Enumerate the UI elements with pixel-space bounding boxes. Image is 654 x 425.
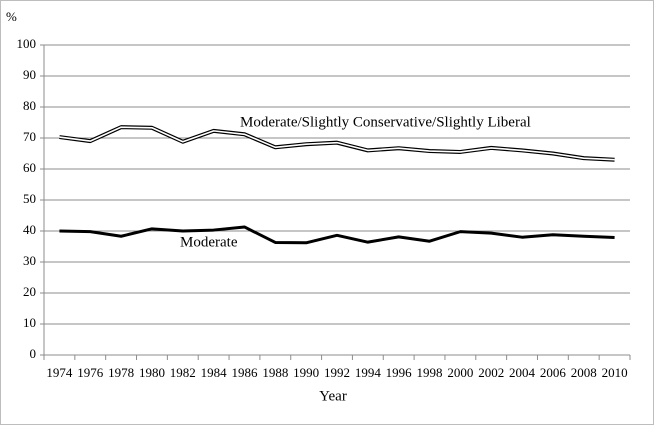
- series-line: [59, 225, 615, 245]
- x-tick-label: 1988: [262, 365, 288, 380]
- x-tick-label: 2000: [447, 365, 473, 380]
- x-tick-label: 1986: [231, 365, 258, 380]
- x-tick-label: 1994: [355, 365, 382, 380]
- y-tick-label: 20: [23, 284, 36, 299]
- x-tick-label: 1982: [170, 365, 196, 380]
- series-label: Moderate: [180, 234, 238, 250]
- x-tick-label: 1978: [108, 365, 134, 380]
- y-tick-label: 50: [23, 191, 36, 206]
- x-tick-label: 2010: [602, 365, 628, 380]
- y-tick-label: 100: [17, 36, 37, 51]
- y-axis-label: %: [6, 9, 17, 24]
- x-tick-label: 1990: [293, 365, 319, 380]
- x-tick-label: 1992: [324, 365, 350, 380]
- x-tick-label: 1976: [77, 365, 104, 380]
- x-tick-label: 1996: [386, 365, 413, 380]
- x-axis-label: Year: [319, 388, 347, 404]
- y-tick-label: 0: [30, 346, 37, 361]
- x-tick-label: 1980: [139, 365, 165, 380]
- y-tick-label: 70: [23, 129, 36, 144]
- y-tick-label: 10: [23, 315, 36, 330]
- y-tick-label: 90: [23, 67, 36, 82]
- y-tick-label: 40: [23, 222, 36, 237]
- y-tick-label: 60: [23, 160, 36, 175]
- x-tick-label: 1984: [201, 365, 228, 380]
- x-tick-label: 1974: [46, 365, 73, 380]
- x-tick-label: 2006: [540, 365, 567, 380]
- x-tick-label: 2008: [571, 365, 597, 380]
- x-tick-label: 1998: [417, 365, 443, 380]
- series-label: Moderate/Slightly Conservative/Slightly …: [240, 114, 531, 130]
- x-tick-label: 2002: [478, 365, 504, 380]
- x-tick-label: 2004: [509, 365, 536, 380]
- series-line: [59, 126, 615, 161]
- y-tick-label: 80: [23, 98, 36, 113]
- y-tick-label: 30: [23, 253, 36, 268]
